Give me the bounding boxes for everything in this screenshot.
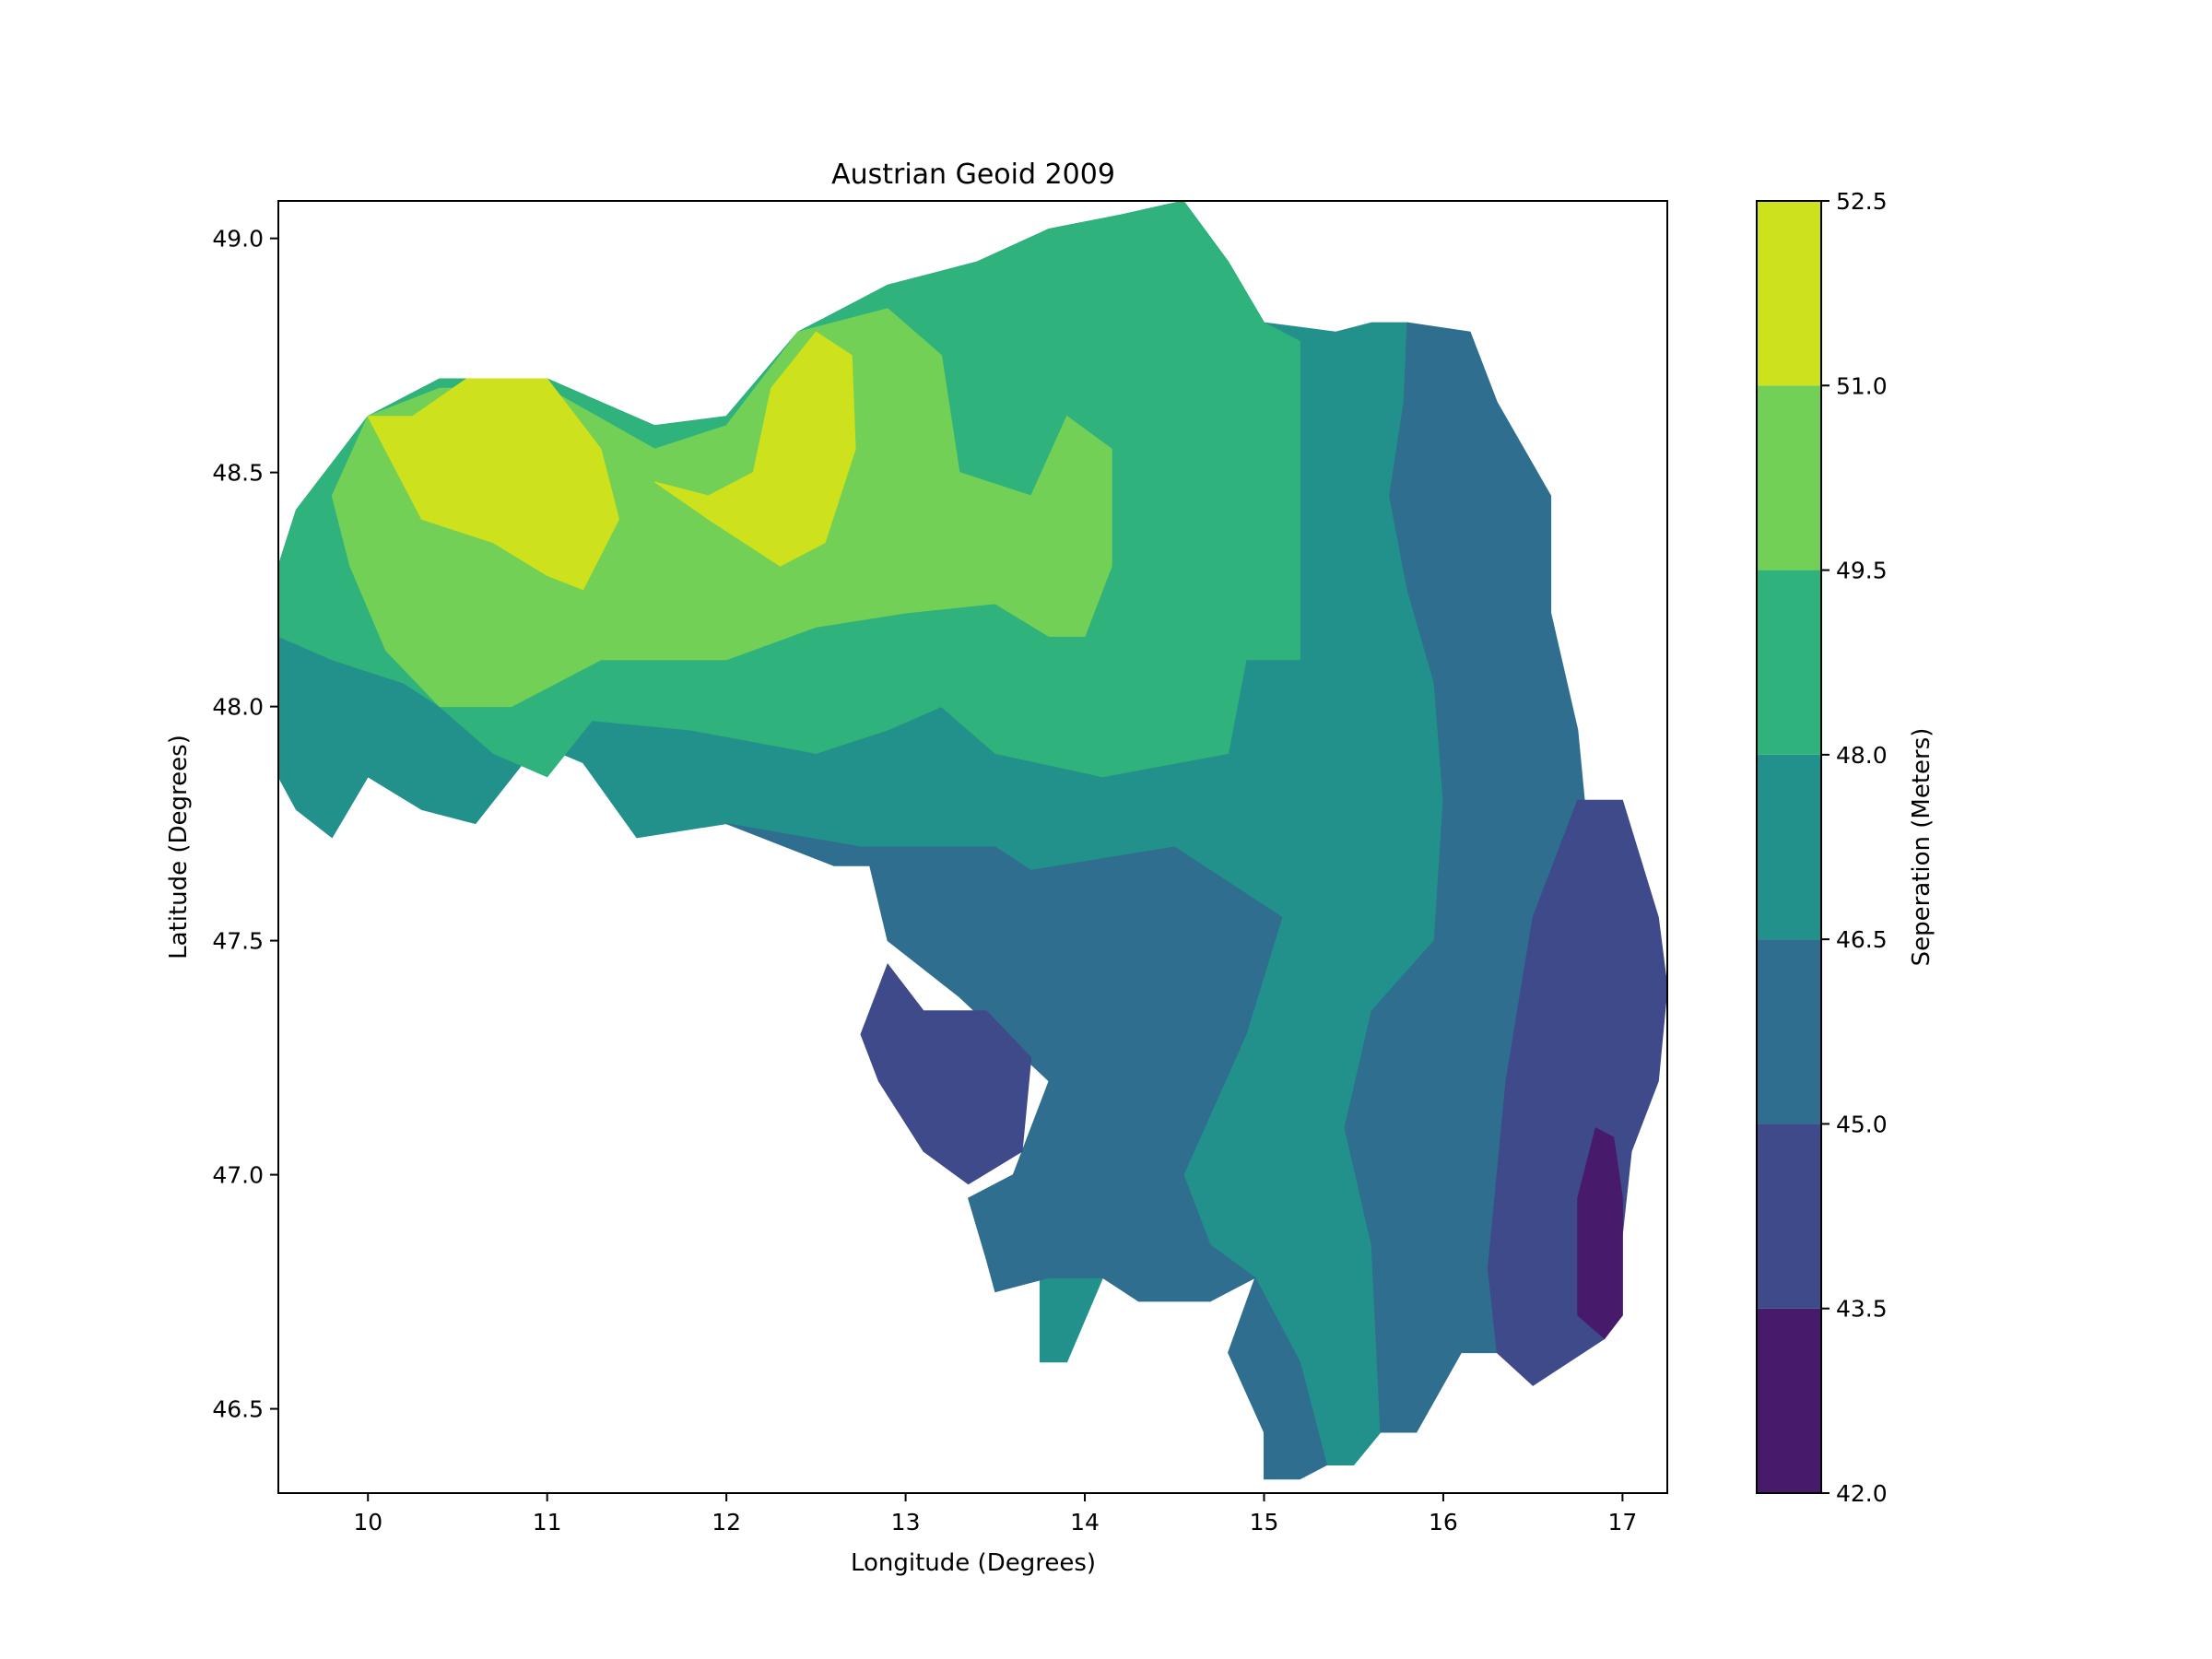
colorbar-swatch (1757, 570, 1821, 755)
colorbar-tick-label: 49.5 (1836, 558, 1888, 584)
chart-title: Austrian Geoid 2009 (831, 159, 1115, 191)
colorbar-tick-label: 43.5 (1836, 1296, 1888, 1323)
contour-band-45-46.5-0 (1344, 322, 1588, 1433)
x-tick-label: 10 (353, 1509, 382, 1535)
colorbar-tick-label: 52.5 (1836, 188, 1888, 215)
colorbar-tick-label: 42.0 (1836, 1480, 1888, 1507)
colorbar-swatch (1757, 385, 1821, 571)
contour-band-43.5-45-1 (860, 962, 1032, 1185)
colorbar-tick-label: 51.0 (1836, 372, 1888, 399)
x-tick-label: 13 (891, 1509, 921, 1535)
y-axis-label: Latitude (Degrees) (165, 735, 193, 959)
x-axis-label: Longitude (Degrees) (851, 1549, 1096, 1577)
contour-band-51-52.5-0 (367, 378, 620, 591)
colorbar-swatch (1757, 201, 1821, 386)
colorbar-swatch (1757, 939, 1821, 1124)
colorbar-label: Seperation (Meters) (1908, 728, 1936, 967)
x-tick-label: 14 (1070, 1509, 1100, 1535)
x-tick-label: 16 (1429, 1509, 1458, 1535)
colorbar-tick-label: 46.5 (1836, 926, 1888, 953)
contour-band-51-52.5-1 (654, 331, 856, 567)
y-tick-label: 49.0 (212, 226, 264, 253)
colorbar-swatch (1757, 1308, 1821, 1493)
contour-band-42-43.5-0 (1577, 1127, 1623, 1340)
contour-band-45-46.5-1 (725, 823, 1328, 1480)
y-tick-label: 46.5 (212, 1396, 264, 1423)
colorbar-frame (1756, 200, 1822, 1494)
colorbar-swatch (1757, 754, 1821, 940)
colorbar-tick-label: 45.0 (1836, 1111, 1888, 1137)
contour-bands (277, 200, 1668, 1480)
y-tick-label: 47.0 (212, 1162, 264, 1189)
x-tick-label: 17 (1607, 1509, 1637, 1535)
y-tick-label: 48.5 (212, 460, 264, 487)
x-axis: 10 11 12 13 14 15 16 17 (353, 1493, 1637, 1535)
y-tick-label: 48.0 (212, 694, 264, 721)
x-tick-label: 11 (533, 1509, 562, 1535)
x-tick-label: 15 (1250, 1509, 1279, 1535)
y-axis: 46.5 47.0 47.5 48.0 48.5 49.0 (212, 226, 278, 1423)
y-tick-label: 47.5 (212, 928, 264, 955)
x-tick-label: 12 (712, 1509, 741, 1535)
plot-frame (277, 200, 1668, 1494)
colorbar-swatch (1757, 1124, 1821, 1309)
colorbar: 42.0 43.5 45.0 46.5 48.0 49.5 51.0 52.5 (1756, 188, 1888, 1507)
colorbar-tick-label: 48.0 (1836, 742, 1888, 769)
